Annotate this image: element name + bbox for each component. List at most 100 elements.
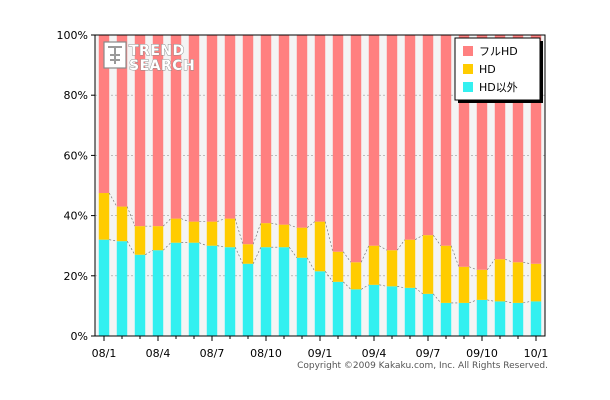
bar-segment-full-hd [368,35,380,246]
legend-label: HD [479,63,496,76]
bar-segment-full-hd [98,35,110,194]
bar-segment-hd [278,224,290,248]
copyright-text: Copyright ©2009 Kakaku.com, Inc. All Rig… [297,361,548,371]
series-connectors [108,192,531,304]
bar-segment-full-hd [224,35,236,219]
series-connector-line [487,299,495,302]
bar-segment-hd [224,218,236,248]
bar-segment-hd [116,206,128,242]
bar-segment-full-hd [116,35,128,207]
bar-segment-hd [422,235,434,294]
bar-segment-hd-other [224,247,236,336]
x-tick-label: 09/1 [308,347,333,360]
x-tick-label: 08/4 [146,347,171,360]
bar-segment-full-hd [170,35,182,219]
bar-segment-hd [152,226,164,251]
x-tick-label: 10/1 [524,347,549,360]
bar-segment-hd [512,262,524,303]
bar-segment-hd-other [260,247,272,336]
trend-search-logo: TREND SEARCH [103,41,195,74]
bar-segment-full-hd [350,35,362,263]
series-connector-line [505,301,513,304]
bar-segment-full-hd [134,35,146,227]
series-connector-line [324,221,334,252]
x-tick-label: 08/7 [200,347,225,360]
bar-segment-hd [476,269,488,300]
bar-segment-hd [458,266,470,303]
bars [98,35,542,336]
series-connector-line [126,241,136,255]
bar-segment-full-hd [314,35,326,222]
bar-segment-hd-other [476,299,488,336]
bar-segment-hd [404,239,416,288]
x-tick-label: 09/10 [466,347,498,360]
series-connector-line [415,287,423,295]
bar-segment-hd [368,245,380,285]
bar-segment-full-hd [404,35,416,240]
bar-segment-hd-other [242,263,254,336]
bar-segment-hd [494,259,506,302]
series-connector-line [289,224,297,228]
bar-segment-hd-other [332,281,344,336]
bar-segment-hd [332,251,344,282]
series-connector-line [469,299,477,304]
y-tick-label: 40% [64,210,88,223]
series-connector-line [163,218,171,227]
x-tick-label: 09/7 [416,347,441,360]
x-tick-label: 08/10 [250,347,282,360]
bar-segment-hd [260,223,272,248]
series-connector-line [523,261,531,265]
series-connector-line [109,239,117,242]
series-connector-line [379,284,387,287]
bar-segment-hd-other [314,271,326,336]
legend-swatch [463,46,473,56]
series-connector-line [217,218,225,222]
bar-segment-hd [296,227,308,258]
series-connector-line [163,242,171,251]
series-connector-line [252,247,262,264]
legend-swatch [463,64,473,74]
bar-segment-hd-other [458,302,470,336]
bar-segment-hd-other [116,241,128,336]
series-connector-line [145,249,153,255]
logo-line1: TREND [129,43,185,59]
bar-segment-hd [386,250,398,287]
series-connector-line [307,221,315,228]
series-connector-line [523,301,531,304]
bar-segment-hd [314,221,326,272]
series-connector-line [432,293,442,304]
bar-segment-hd [242,244,254,264]
series-connector-line [108,192,118,207]
bar-segment-hd-other [170,242,182,336]
bar-segment-hd-other [404,287,416,336]
y-tick-label: 100% [57,29,88,42]
bar-segment-hd-other [206,245,218,336]
bar-segment-full-hd [188,35,200,222]
bar-segment-hd [134,226,146,255]
bar-segment-hd-other [152,250,164,336]
bar-segment-hd-other [494,301,506,336]
series-connector-line [505,258,513,263]
series-connector-line [234,218,244,245]
x-tick-label: 09/4 [362,347,387,360]
bar-segment-full-hd [440,35,452,246]
bar-segment-hd [440,245,452,303]
bar-segment-hd-other [530,301,542,336]
bar-segment-full-hd [206,35,218,222]
series-connector-line [199,242,207,246]
bar-segment-hd-other [134,254,146,336]
series-connector-line [397,286,405,289]
bar-segment-hd [206,221,218,246]
y-tick-label: 0% [71,330,88,343]
series-connector-line [126,206,136,227]
bar-segment-full-hd [278,35,290,225]
bar-segment-hd-other [98,239,110,336]
bar-segment-hd-other [422,293,434,336]
legend-label: フルHD [479,45,518,58]
bar-segment-hd-other [278,247,290,336]
bar-segment-hd [188,221,200,243]
series-connector-line [234,247,244,264]
bar-segment-full-hd [386,35,398,251]
legend: フルHD HD HD以外 [454,37,543,103]
